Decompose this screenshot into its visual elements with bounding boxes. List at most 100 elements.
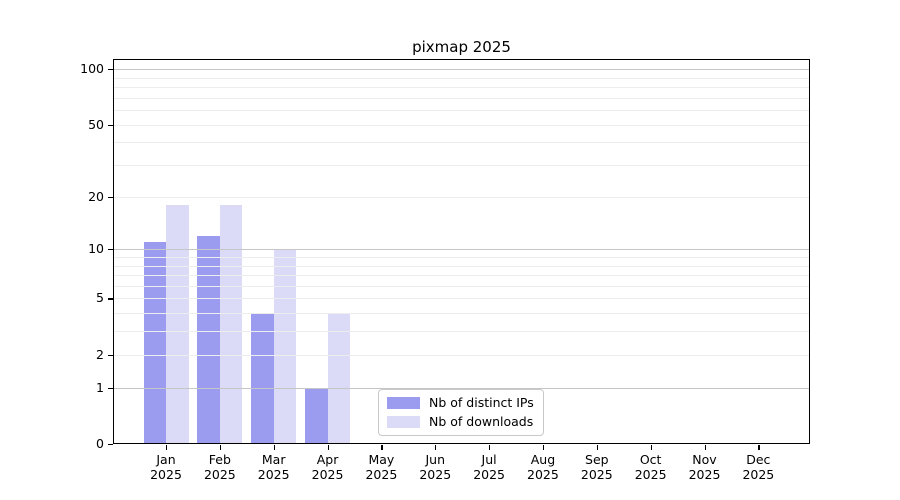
legend: Nb of distinct IPs Nb of downloads [378,389,544,436]
gridline-minor-5 [113,298,810,300]
x-tick-apr [327,445,329,450]
legend-item-downloads: Nb of downloads [387,415,535,429]
x-tick-label-aug: Aug 2025 [511,452,575,482]
y-tick-label-2: 2 [96,346,104,362]
x-tick-year: 2025 [688,467,721,482]
y-tick-50 [108,124,113,126]
gridline-minor-80 [113,87,810,89]
bar-nb-of-downloads-feb [219,204,243,444]
y-tick-label-5: 5 [96,290,104,306]
x-tick-oct [650,445,652,450]
bar-nb-of-downloads-apr [327,313,351,444]
y-tick-10 [108,249,113,251]
x-tick-label-sep: Sep 2025 [565,452,629,482]
y-tick-2 [108,354,113,356]
x-tick-month: Jun [425,452,446,467]
x-tick-label-oct: Oct 2025 [619,452,683,482]
x-tick-label-apr: Apr 2025 [296,452,360,482]
gridline-minor-30 [113,165,810,167]
x-tick-label-dec: Dec 2025 [726,452,790,482]
gridline-minor-70 [113,97,810,99]
legend-swatch-downloads [387,416,420,428]
y-tick-0 [108,444,113,446]
y-tick-5 [108,298,113,300]
x-tick-year: 2025 [311,467,344,482]
gridline-minor-40 [113,142,810,144]
y-tick-20 [108,196,113,198]
bar-nb-of-downloads-mar [273,249,297,444]
x-tick-mar [273,445,275,450]
x-tick-sep [596,445,598,450]
gridline-minor-90 [113,77,810,79]
x-tick-year: 2025 [527,467,559,482]
y-tick-label-10: 10 [88,241,104,257]
x-tick-month: Mar [261,452,286,467]
gridline-major-10 [113,249,810,251]
x-tick-year: 2025 [634,467,667,482]
gridline-minor-50 [113,124,810,126]
y-tick-label-20: 20 [88,188,104,204]
bar-nb-of-downloads-jan [166,204,189,444]
x-tick-jan [166,445,168,450]
x-tick-year: 2025 [473,467,505,482]
gridline-minor-7 [113,275,810,277]
gridline-minor-8 [113,265,810,267]
gridline-major-100 [113,69,810,71]
gridline-minor-4 [113,313,810,315]
x-tick-month: Dec [746,452,771,467]
gridline-major-1 [113,387,810,389]
legend-label-downloads: Nb of downloads [429,414,534,429]
x-tick-aug [542,445,545,450]
bar-nb-of-distinct-ips-apr [305,387,328,444]
y-tick-100 [108,69,113,71]
y-tick-label-0: 0 [96,436,104,451]
gridline-minor-2 [113,354,810,356]
x-tick-jun [435,445,437,450]
x-tick-year: 2025 [419,467,452,482]
x-tick-year: 2025 [580,467,613,482]
x-tick-label-mar: Mar 2025 [242,452,306,482]
x-tick-month: Nov [692,452,717,467]
x-tick-month: Jul [481,452,497,467]
x-tick-year: 2025 [365,467,398,482]
x-tick-label-jul: Jul 2025 [457,452,521,482]
gridline-minor-20 [113,196,810,198]
gridline-minor-6 [113,285,810,287]
x-tick-jul [489,445,491,450]
y-tick-label-100: 100 [80,61,104,77]
x-tick-month: Oct [639,452,662,467]
x-tick-dec [758,445,760,450]
x-tick-label-feb: Feb 2025 [188,452,252,482]
y-tick-label-50: 50 [88,116,104,132]
legend-label-distinct-ips: Nb of distinct IPs [429,395,534,410]
x-tick-year: 2025 [150,467,182,482]
x-tick-feb [219,445,222,450]
x-tick-year: 2025 [203,467,236,482]
x-tick-label-jan: Jan 2025 [134,452,198,482]
gridline-minor-3 [113,331,810,333]
x-tick-year: 2025 [257,467,290,482]
x-tick-month: Feb [208,452,231,467]
x-tick-month: Sep [585,452,609,467]
x-tick-label-nov: Nov 2025 [673,452,737,482]
y-tick-1 [108,387,113,389]
gridline-minor-9 [113,257,810,258]
x-tick-month: Jan [156,452,176,467]
x-tick-label-may: May 2025 [349,452,413,482]
x-tick-nov [704,445,706,450]
x-tick-year: 2025 [742,467,775,482]
x-tick-month: Aug [530,452,556,467]
legend-swatch-distinct-ips [387,397,420,409]
gridline-minor-60 [113,110,810,112]
bar-nb-of-distinct-ips-feb [197,235,220,444]
chart-title: pixmap 2025 [412,38,511,56]
x-tick-month: May [368,452,395,467]
x-tick-month: Apr [316,452,339,467]
bar-nb-of-distinct-ips-mar [251,313,274,444]
x-tick-label-jun: Jun 2025 [403,452,467,482]
legend-item-distinct-ips: Nb of distinct IPs [387,396,535,410]
bar-nb-of-distinct-ips-jan [143,242,166,444]
y-tick-label-1: 1 [96,379,104,395]
x-tick-may [381,445,383,450]
